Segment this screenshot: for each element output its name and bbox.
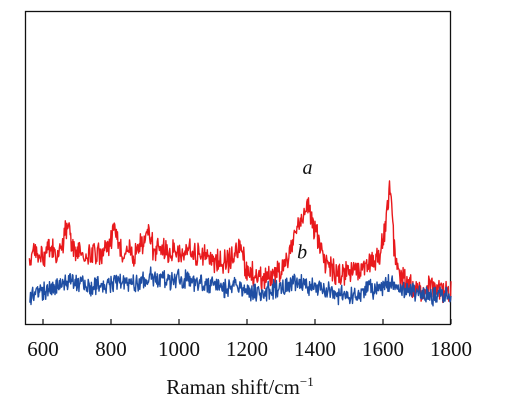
x-tick-label: 1800 <box>430 337 472 361</box>
x-tick-label: 1400 <box>294 337 336 361</box>
series-annotation-b: b <box>297 242 307 264</box>
x-axis-label: Raman shift/cm−1 <box>166 374 313 399</box>
series-line-a <box>28 180 452 304</box>
series-annotations: ab <box>297 157 312 263</box>
x-tick-label: 1600 <box>362 337 404 361</box>
plot-frame <box>24 10 452 326</box>
series-layer <box>28 180 452 307</box>
x-axis-ticks: 600 800 1000 1200 1400 1600 1800 <box>27 319 472 361</box>
series-line-b <box>29 266 452 307</box>
x-axis-label-text: Raman shift/cm <box>166 375 300 399</box>
x-tick-label: 800 <box>95 337 127 361</box>
x-axis-label-superscript: −1 <box>300 374 314 389</box>
x-tick-label: 1000 <box>158 337 200 361</box>
x-tick-label: 1200 <box>226 337 268 361</box>
series-annotation-a: a <box>303 157 313 179</box>
x-tick-label: 600 <box>27 337 59 361</box>
